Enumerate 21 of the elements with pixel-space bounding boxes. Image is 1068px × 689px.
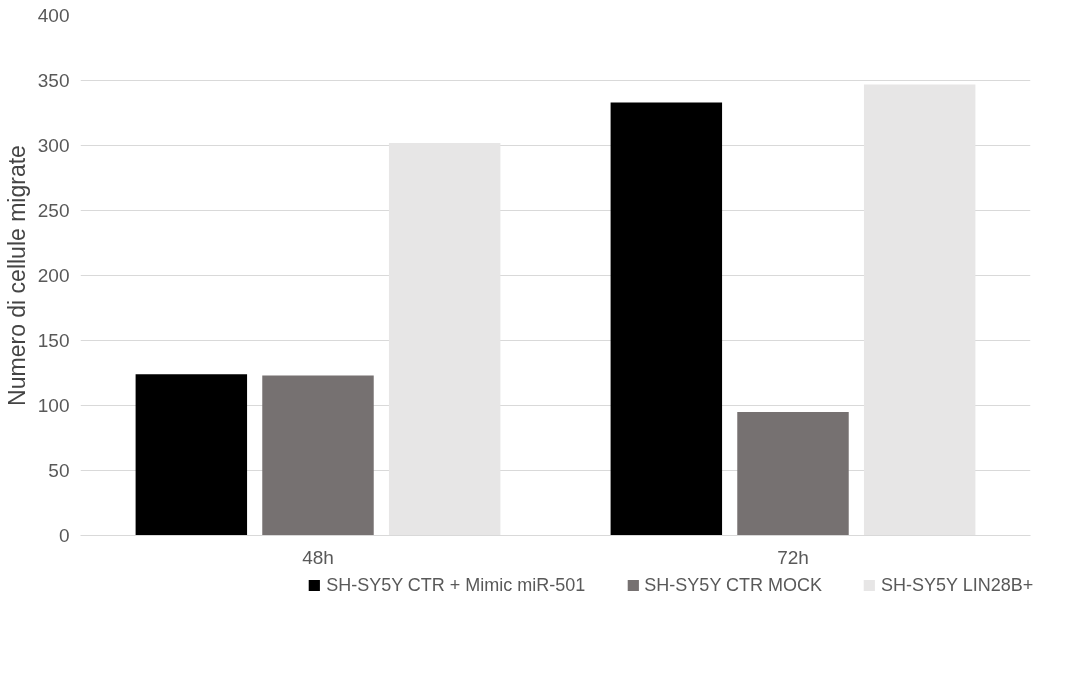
y-tick-label: 350 [37, 70, 70, 91]
y-tick-label: 150 [37, 330, 70, 351]
bar [610, 102, 723, 536]
bar [135, 374, 248, 536]
y-tick-label: 100 [37, 395, 70, 416]
y-tick-label: 400 [37, 5, 70, 26]
bar [262, 375, 374, 536]
legend-label: SH-SY5Y CTR + Mimic miR-501 [326, 574, 586, 596]
x-tick-label: 72h [777, 546, 809, 568]
legend-label: SH-SY5Y CTR MOCK [644, 574, 823, 596]
y-axis-title: Numero di cellule migrate [3, 145, 30, 406]
bar [737, 412, 849, 536]
y-tick-label: 0 [58, 525, 70, 546]
y-tick-label: 200 [37, 265, 70, 286]
x-tick-label: 48h [302, 546, 334, 568]
y-tick-label: 250 [37, 200, 70, 221]
y-tick-label: 300 [37, 135, 70, 156]
legend-label: SH-SY5Y LIN28B+ [881, 574, 1034, 596]
y-tick-label: 50 [48, 460, 70, 481]
bar [388, 142, 501, 536]
bar [863, 84, 976, 536]
